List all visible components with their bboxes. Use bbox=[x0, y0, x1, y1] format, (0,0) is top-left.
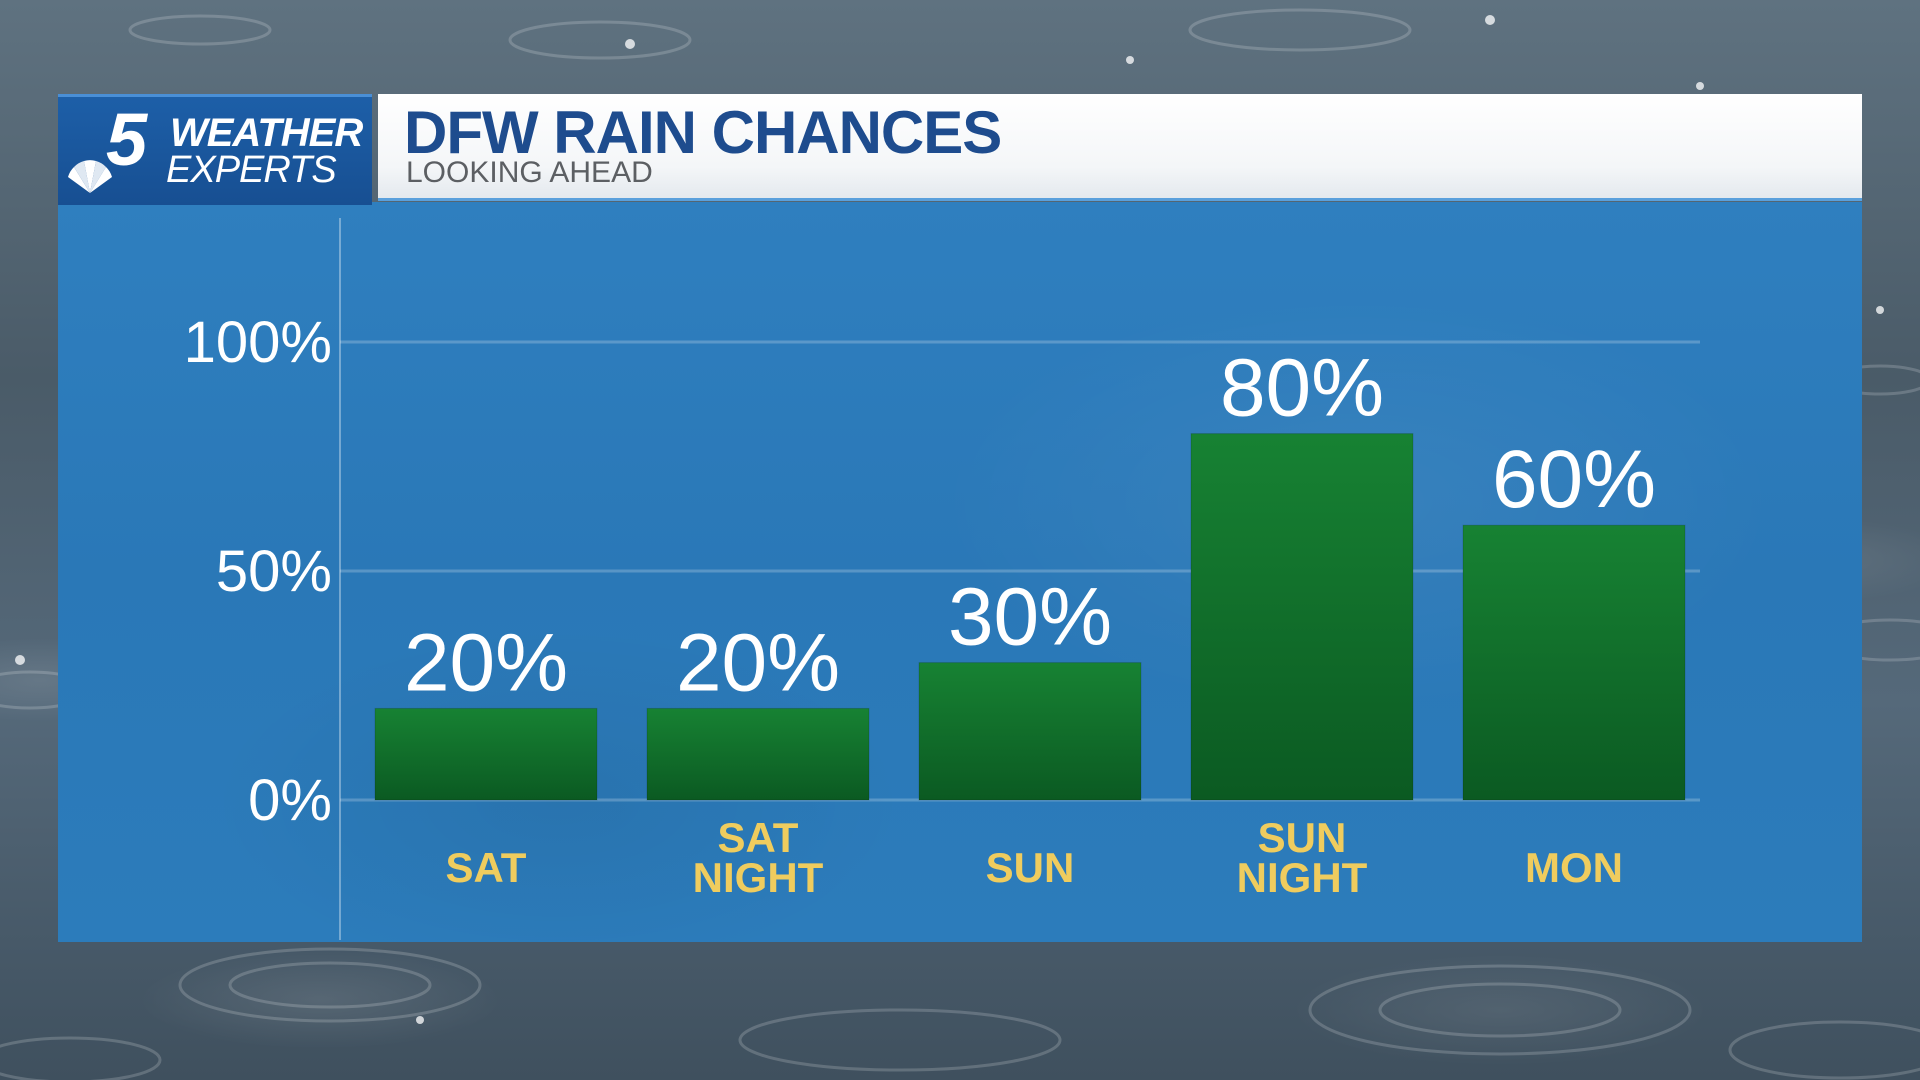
chart-subtitle: LOOKING AHEAD bbox=[406, 156, 653, 189]
y-tick-label: 50% bbox=[216, 539, 332, 604]
y-tick-label: 0% bbox=[248, 768, 332, 833]
chart-title: DFW RAIN CHANCES bbox=[404, 99, 1002, 166]
bar bbox=[918, 662, 1142, 801]
bar-value-label: 80% bbox=[1220, 343, 1384, 434]
y-tick-label: 100% bbox=[184, 310, 332, 375]
bar-value-label: 20% bbox=[676, 617, 840, 708]
bar-value-label: 30% bbox=[948, 572, 1112, 663]
peacock-icon bbox=[68, 160, 112, 193]
logo-experts-text: EXPERTS bbox=[166, 149, 337, 191]
x-category-label: NIGHT bbox=[693, 854, 824, 901]
bar bbox=[374, 707, 598, 801]
x-category-label: MON bbox=[1525, 844, 1623, 891]
bar bbox=[1190, 433, 1414, 801]
bar bbox=[1462, 524, 1686, 801]
bar-value-label: 20% bbox=[404, 617, 568, 708]
station-logo: 5 WEATHER EXPERTS bbox=[58, 94, 372, 205]
x-category-label: SAT bbox=[446, 844, 527, 891]
x-category-label: SUN bbox=[1258, 814, 1347, 861]
x-category-label: NIGHT bbox=[1237, 854, 1368, 901]
logo-weather-text: WEATHER bbox=[170, 111, 363, 155]
bar-value-label: 60% bbox=[1492, 434, 1656, 525]
title-bar: DFW RAIN CHANCES LOOKING AHEAD bbox=[378, 94, 1862, 201]
x-category-label: SAT bbox=[718, 814, 799, 861]
logo-number: 5 bbox=[106, 98, 148, 181]
x-category-label: SUN bbox=[986, 844, 1075, 891]
bar bbox=[646, 707, 870, 801]
